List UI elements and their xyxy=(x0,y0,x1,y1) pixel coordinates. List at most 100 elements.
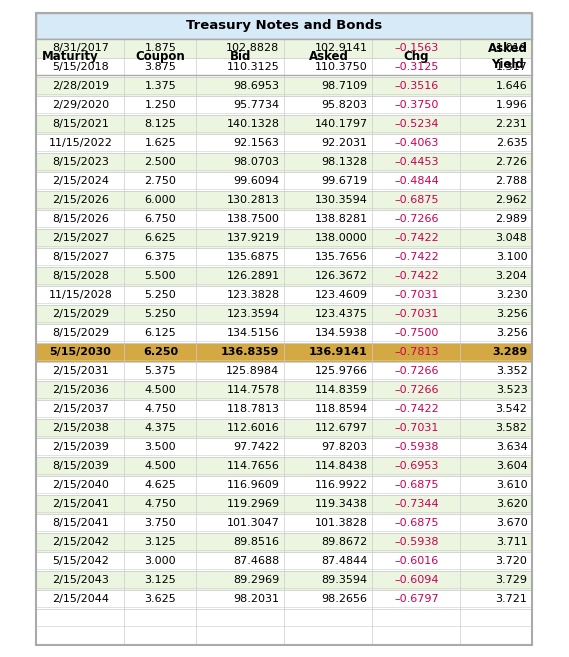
Text: –0.5234: –0.5234 xyxy=(394,119,439,129)
Text: 2.962: 2.962 xyxy=(496,195,527,205)
Text: 1.875: 1.875 xyxy=(145,43,176,53)
Text: 114.7578: 114.7578 xyxy=(226,385,279,395)
Text: 2/15/2038: 2/15/2038 xyxy=(52,423,109,433)
Text: 11/15/2022: 11/15/2022 xyxy=(48,138,113,148)
Text: 11/15/2028: 11/15/2028 xyxy=(48,290,113,300)
Text: –0.4453: –0.4453 xyxy=(394,157,439,167)
Text: 101.3828: 101.3828 xyxy=(315,518,368,528)
Text: 1.996: 1.996 xyxy=(496,100,527,110)
Text: 1.250: 1.250 xyxy=(145,100,176,110)
Text: 89.2969: 89.2969 xyxy=(233,575,279,585)
Text: 8/15/2021: 8/15/2021 xyxy=(52,119,109,129)
Bar xyxy=(36,114,533,133)
Text: 89.8672: 89.8672 xyxy=(321,537,368,547)
Text: 2.635: 2.635 xyxy=(496,138,527,148)
Text: 8/15/2041: 8/15/2041 xyxy=(52,518,109,528)
Text: 2.726: 2.726 xyxy=(496,157,527,167)
Text: 8.125: 8.125 xyxy=(145,119,176,129)
Text: –0.7422: –0.7422 xyxy=(394,233,439,243)
Text: –0.7500: –0.7500 xyxy=(394,328,439,338)
Text: 114.8438: 114.8438 xyxy=(315,461,368,471)
Bar xyxy=(36,171,533,191)
Text: 6.375: 6.375 xyxy=(145,252,176,262)
Text: 140.1328: 140.1328 xyxy=(226,119,279,129)
Text: –0.6875: –0.6875 xyxy=(394,195,439,205)
Text: 3.729: 3.729 xyxy=(496,575,527,585)
Text: –0.7422: –0.7422 xyxy=(394,404,439,414)
Text: 110.3125: 110.3125 xyxy=(227,62,279,72)
Bar xyxy=(36,323,533,342)
Bar xyxy=(36,191,533,210)
Text: 112.6797: 112.6797 xyxy=(315,423,368,433)
Text: –0.3125: –0.3125 xyxy=(394,62,439,72)
Bar xyxy=(36,39,533,74)
Text: 2/15/2026: 2/15/2026 xyxy=(52,195,109,205)
Text: 3.620: 3.620 xyxy=(496,499,527,509)
Text: 2/15/2040: 2/15/2040 xyxy=(52,480,109,490)
Text: 2/28/2019: 2/28/2019 xyxy=(52,81,109,91)
Text: 8/31/2017: 8/31/2017 xyxy=(52,43,109,53)
Bar xyxy=(36,95,533,114)
Text: 2/29/2020: 2/29/2020 xyxy=(52,100,109,110)
Bar xyxy=(36,476,533,495)
Text: 126.2891: 126.2891 xyxy=(226,271,279,281)
Text: –0.6875: –0.6875 xyxy=(394,518,439,528)
Text: 3.721: 3.721 xyxy=(496,594,527,604)
Text: –0.7422: –0.7422 xyxy=(394,252,439,262)
Text: 5/15/2030: 5/15/2030 xyxy=(50,347,112,357)
Text: 110.3750: 110.3750 xyxy=(315,62,368,72)
Text: 3.230: 3.230 xyxy=(496,290,527,300)
Text: 4.750: 4.750 xyxy=(145,499,176,509)
Text: 4.500: 4.500 xyxy=(145,461,176,471)
Text: 2.788: 2.788 xyxy=(496,176,527,186)
Text: 3.523: 3.523 xyxy=(496,385,527,395)
Text: 8/15/2029: 8/15/2029 xyxy=(52,328,109,338)
Text: 5.250: 5.250 xyxy=(145,309,176,319)
Text: 130.2813: 130.2813 xyxy=(226,195,279,205)
Text: 2/15/2027: 2/15/2027 xyxy=(52,233,109,243)
Bar xyxy=(36,39,533,58)
Text: 3.582: 3.582 xyxy=(496,423,527,433)
Text: 98.7109: 98.7109 xyxy=(321,81,368,91)
Text: –0.6094: –0.6094 xyxy=(394,575,439,585)
Text: 98.0703: 98.0703 xyxy=(233,157,279,167)
Bar xyxy=(36,229,533,248)
Text: 3.750: 3.750 xyxy=(145,518,176,528)
Text: Treasury Notes and Bonds: Treasury Notes and Bonds xyxy=(187,19,382,32)
Text: 3.720: 3.720 xyxy=(496,556,527,566)
Text: 3.875: 3.875 xyxy=(145,62,176,72)
Text: 2.989: 2.989 xyxy=(496,214,527,224)
Text: 123.4609: 123.4609 xyxy=(315,290,368,300)
Bar xyxy=(36,380,533,399)
Text: 135.6875: 135.6875 xyxy=(226,252,279,262)
Text: 3.289: 3.289 xyxy=(492,347,527,357)
Text: 3.625: 3.625 xyxy=(145,594,176,604)
Text: 114.7656: 114.7656 xyxy=(226,461,279,471)
Bar xyxy=(36,248,533,267)
Text: 4.375: 4.375 xyxy=(145,423,176,433)
Bar xyxy=(36,514,533,533)
Text: –0.7344: –0.7344 xyxy=(394,499,439,509)
Text: 3.100: 3.100 xyxy=(496,252,527,262)
Text: 102.9141: 102.9141 xyxy=(315,43,368,53)
Bar xyxy=(36,438,533,457)
Text: –0.7266: –0.7266 xyxy=(394,385,439,395)
Text: 5.250: 5.250 xyxy=(145,290,176,300)
Text: 87.4688: 87.4688 xyxy=(233,556,279,566)
Text: 3.670: 3.670 xyxy=(496,518,527,528)
Text: 2/15/2041: 2/15/2041 xyxy=(52,499,109,509)
Text: 2.231: 2.231 xyxy=(496,119,527,129)
Text: 138.8281: 138.8281 xyxy=(315,214,368,224)
Bar xyxy=(36,399,533,419)
Text: 3.000: 3.000 xyxy=(145,556,176,566)
Text: 97.7422: 97.7422 xyxy=(233,442,279,452)
Text: 3.610: 3.610 xyxy=(496,480,527,490)
Text: 116.9609: 116.9609 xyxy=(226,480,279,490)
Bar xyxy=(36,76,533,95)
Text: 3.542: 3.542 xyxy=(496,404,527,414)
Text: 3.711: 3.711 xyxy=(496,537,527,547)
Text: 6.625: 6.625 xyxy=(145,233,176,243)
Text: 2/15/2042: 2/15/2042 xyxy=(52,537,109,547)
Text: 95.7734: 95.7734 xyxy=(233,100,279,110)
Text: 125.8984: 125.8984 xyxy=(226,366,279,376)
